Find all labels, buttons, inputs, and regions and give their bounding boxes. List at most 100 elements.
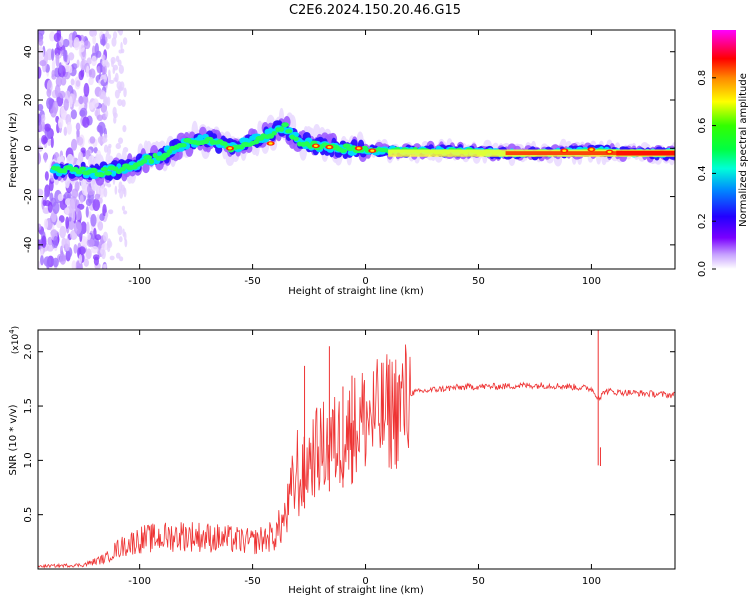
hot-spot-core (607, 150, 612, 154)
snr-panel: -100 -50 0 50 100 0.5 1.0 1.5 2.0 Height of str… (8, 326, 676, 596)
noise-blob (51, 69, 55, 78)
noise-blob (78, 70, 84, 81)
band-cell (75, 169, 83, 175)
band-cell (271, 131, 277, 136)
x-tick-label: 100 (582, 276, 601, 287)
noise-blob (94, 193, 101, 200)
band-cell (104, 170, 113, 176)
noise-blob (105, 212, 109, 218)
noise-blob (38, 38, 44, 46)
band-cell (181, 143, 187, 148)
snr-y-multiplier: (x104) (8, 326, 21, 354)
noise-blob (73, 221, 82, 235)
hot-spot-core (562, 149, 567, 152)
noise-blob (123, 87, 127, 98)
snr-y-multiplier-close: ) (11, 326, 21, 330)
snr-y-ticks: 0.5 1.0 1.5 2.0 (23, 344, 675, 523)
noise-blob (38, 113, 42, 126)
spectrogram-x-ticks: -100 -50 0 50 100 (128, 30, 601, 287)
noise-blob (98, 197, 103, 204)
noise-blob (114, 185, 118, 195)
noise-blob (43, 256, 52, 267)
x-tick-label: 0 (362, 276, 368, 287)
noise-blob (63, 49, 67, 62)
spectrogram-heatmap (38, 30, 675, 269)
noise-blob (89, 136, 96, 144)
noise-blob (53, 235, 59, 249)
band-cell (338, 148, 348, 153)
noise-blob (65, 216, 70, 229)
noise-blob (44, 171, 49, 181)
noise-blob (56, 30, 62, 41)
noise-blob (49, 31, 56, 42)
spectrogram-y-label: Frequency (Hz) (8, 112, 19, 188)
noise-blob (102, 263, 108, 269)
noise-blob (59, 245, 64, 257)
snr-y-multiplier-exponent: 4 (8, 329, 16, 334)
noise-blob (41, 114, 46, 123)
band-cell (252, 139, 260, 145)
noise-blob (115, 252, 121, 259)
noise-blob (88, 69, 92, 76)
noise-blob (115, 143, 121, 150)
noise-blob (40, 248, 44, 258)
noise-blob (51, 59, 56, 73)
noise-blob (68, 65, 73, 74)
noise-blob (105, 110, 109, 118)
colorbar-ticks: 0.0 0.2 0.4 0.6 0.8 (697, 70, 716, 277)
noise-blob (38, 260, 41, 269)
noise-blob (54, 47, 61, 56)
noise-blob (92, 34, 96, 45)
colorbar-tick-label: 0.4 (697, 165, 708, 181)
hot-spot-core (370, 149, 375, 152)
noise-blob (62, 38, 70, 48)
band-cell (293, 136, 299, 141)
y-tick-label: 0 (23, 145, 34, 151)
colorbar-tick-label: 0.0 (697, 261, 708, 277)
noise-blob (86, 57, 92, 65)
noise-blob (117, 59, 122, 67)
colorbar: 0.0 0.2 0.4 0.6 0.8 Normalized spectral ampl… (697, 30, 749, 277)
noise-blob (46, 97, 54, 110)
noise-blob (46, 88, 52, 98)
spectrogram-y-ticks: -40 -20 0 20 40 (23, 45, 675, 253)
snr-frame (37, 329, 676, 570)
x-tick-label: -100 (128, 276, 151, 287)
noise-blob (69, 95, 73, 108)
noise-blob (97, 221, 104, 231)
noise-blob (76, 59, 80, 68)
snr-series (38, 330, 675, 569)
noise-blob (43, 152, 48, 163)
noise-blob (38, 152, 42, 165)
noise-blob (89, 30, 98, 37)
noise-blob (95, 234, 102, 241)
noise-blob (59, 253, 67, 265)
noise-blob (117, 225, 123, 236)
noise-blob (71, 188, 79, 199)
snr-x-label: Height of straight line (km) (288, 585, 424, 596)
noise-blob (83, 82, 90, 97)
noise-blob (92, 198, 101, 212)
band-cell (140, 159, 148, 164)
noise-blob (101, 249, 106, 260)
band-cell (281, 122, 289, 128)
x-tick-label: -50 (244, 576, 260, 587)
noise-blob (88, 76, 94, 86)
noise-blob (101, 54, 106, 62)
y-tick-label: 0.5 (23, 507, 34, 523)
noise-blob (90, 213, 97, 227)
noise-blob (101, 243, 109, 251)
noise-blob (78, 254, 83, 264)
noise-blob (56, 220, 62, 229)
noise-blob (44, 123, 51, 132)
noise-blob (85, 65, 90, 78)
y-tick-label: 1.5 (23, 398, 34, 414)
noise-blob (106, 61, 110, 68)
band-end (616, 150, 675, 156)
noise-blob (117, 30, 120, 33)
band-cell (100, 167, 109, 172)
noise-blob (58, 62, 62, 74)
noise-blob (121, 205, 126, 211)
noise-blob (96, 114, 104, 121)
noise-blob (38, 103, 44, 112)
